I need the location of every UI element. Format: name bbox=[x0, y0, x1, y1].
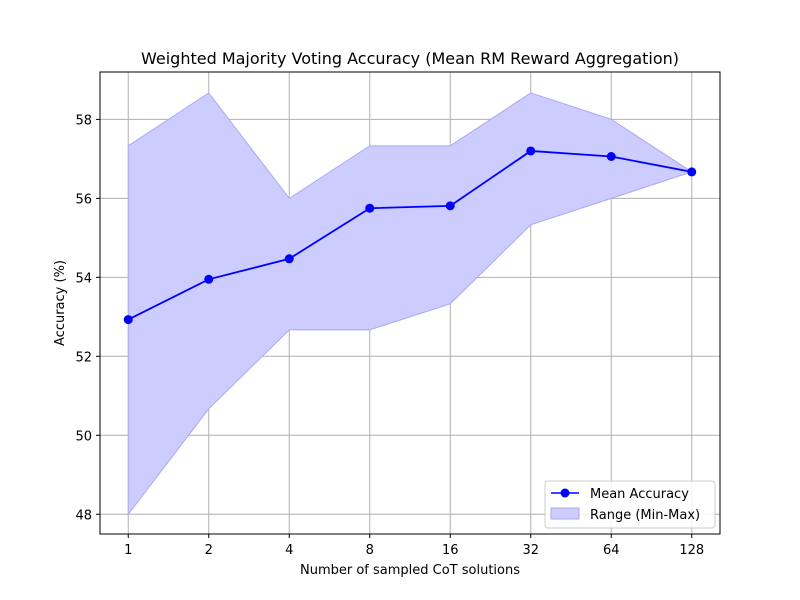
x-tick-label: 16 bbox=[442, 543, 459, 558]
y-tick-label: 54 bbox=[75, 271, 92, 286]
legend-label-range: Range (Min-Max) bbox=[590, 508, 700, 523]
data-point bbox=[526, 146, 536, 156]
data-point bbox=[365, 203, 375, 213]
legend-frame bbox=[544, 480, 716, 529]
series-mean-accuracy bbox=[123, 146, 697, 325]
x-tick-label: 64 bbox=[603, 543, 620, 558]
x-tick-label: 8 bbox=[366, 543, 374, 558]
x-tick-label: 32 bbox=[522, 543, 539, 558]
data-point bbox=[204, 274, 214, 284]
y-tick-label: 58 bbox=[75, 113, 92, 128]
y-axis-label: Accuracy (%) bbox=[53, 260, 68, 346]
y-tick-label: 48 bbox=[75, 508, 92, 523]
data-point bbox=[284, 254, 294, 264]
y-tick-label: 50 bbox=[75, 429, 92, 444]
legend-band-swatch bbox=[550, 507, 580, 520]
range-band bbox=[127, 92, 693, 516]
legend: Mean Accuracy Range (Min-Max) bbox=[544, 480, 716, 529]
x-tick-label: 4 bbox=[285, 543, 293, 558]
series-line bbox=[127, 150, 692, 321]
x-axis-label: Number of sampled CoT solutions bbox=[300, 563, 520, 578]
x-tick-label: 1 bbox=[124, 543, 132, 558]
legend-marker-swatch bbox=[560, 488, 570, 498]
y-tick-label: 56 bbox=[75, 192, 92, 207]
x-tick-label: 128 bbox=[679, 543, 704, 558]
chart-title: Weighted Majority Voting Accuracy (Mean … bbox=[141, 49, 679, 68]
data-point bbox=[123, 315, 133, 325]
data-point bbox=[445, 201, 455, 211]
data-point bbox=[606, 152, 616, 162]
legend-label-mean: Mean Accuracy bbox=[590, 487, 689, 502]
x-tick-label: 2 bbox=[205, 543, 213, 558]
y-tick-label: 52 bbox=[75, 350, 92, 365]
data-point bbox=[687, 167, 697, 177]
plot-frame bbox=[99, 71, 721, 535]
